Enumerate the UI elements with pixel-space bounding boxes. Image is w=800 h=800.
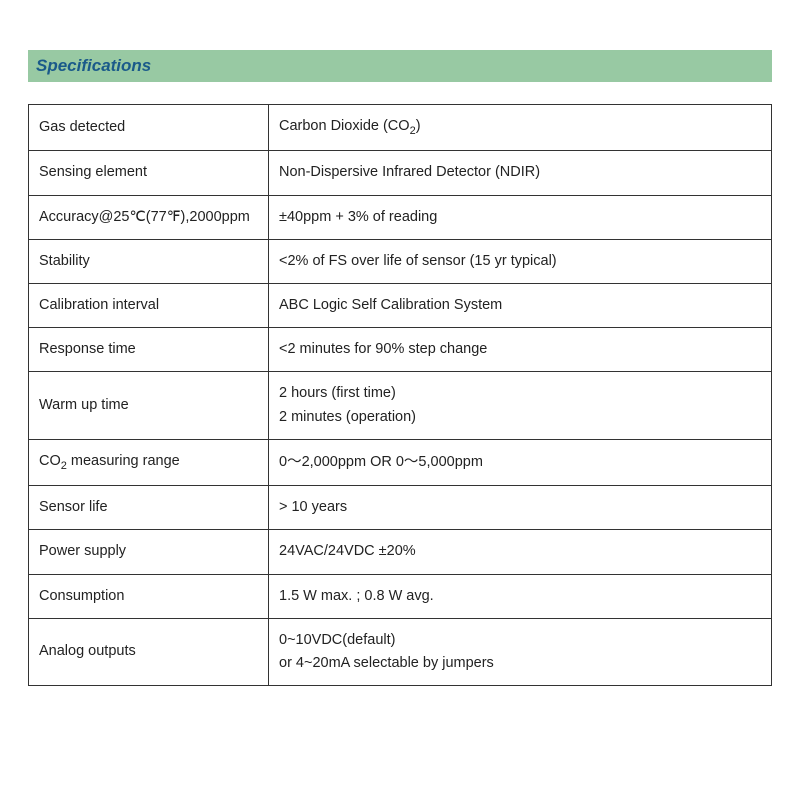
specifications-table: Gas detectedCarbon Dioxide (CO2)Sensing …	[28, 104, 772, 686]
spec-value: 0~10VDC(default)or 4~20mA selectable by …	[269, 618, 772, 685]
table-row: CO2 measuring range0～2,000ppm OR 0～5,000…	[29, 439, 772, 485]
spec-label: Power supply	[29, 530, 269, 574]
table-row: Stability<2% of FS over life of sensor (…	[29, 239, 772, 283]
spec-value: > 10 years	[269, 486, 772, 530]
section-title: Specifications	[36, 56, 151, 76]
table-row: Analog outputs0~10VDC(default)or 4~20mA …	[29, 618, 772, 685]
spec-label: Consumption	[29, 574, 269, 618]
table-row: Response time<2 minutes for 90% step cha…	[29, 328, 772, 372]
table-row: Consumption1.5 W max. ; 0.8 W avg.	[29, 574, 772, 618]
spec-value: Carbon Dioxide (CO2)	[269, 105, 772, 151]
table-row: Accuracy@25℃(77℉),2000ppm±40ppm + 3% of …	[29, 195, 772, 239]
spec-label: Accuracy@25℃(77℉),2000ppm	[29, 195, 269, 239]
spec-label: Warm up time	[29, 372, 269, 439]
spec-value: 0～2,000ppm OR 0～5,000ppm	[269, 439, 772, 485]
table-row: Power supply24VAC/24VDC ±20%	[29, 530, 772, 574]
table-row: Sensor life> 10 years	[29, 486, 772, 530]
spec-value: <2% of FS over life of sensor (15 yr typ…	[269, 239, 772, 283]
section-header: Specifications	[28, 50, 772, 82]
spec-label: Analog outputs	[29, 618, 269, 685]
spec-value: <2 minutes for 90% step change	[269, 328, 772, 372]
table-row: Gas detectedCarbon Dioxide (CO2)	[29, 105, 772, 151]
spec-value: 2 hours (first time)2 minutes (operation…	[269, 372, 772, 439]
spec-value: 24VAC/24VDC ±20%	[269, 530, 772, 574]
spec-label: Response time	[29, 328, 269, 372]
spec-label: Sensing element	[29, 151, 269, 195]
spec-label: Calibration interval	[29, 284, 269, 328]
spec-label: Gas detected	[29, 105, 269, 151]
spec-value: ABC Logic Self Calibration System	[269, 284, 772, 328]
spec-label: CO2 measuring range	[29, 439, 269, 485]
table-row: Calibration intervalABC Logic Self Calib…	[29, 284, 772, 328]
table-row: Warm up time2 hours (first time)2 minute…	[29, 372, 772, 439]
spec-label: Stability	[29, 239, 269, 283]
table-row: Sensing elementNon-Dispersive Infrared D…	[29, 151, 772, 195]
spec-label: Sensor life	[29, 486, 269, 530]
spec-value: Non-Dispersive Infrared Detector (NDIR)	[269, 151, 772, 195]
spec-value: ±40ppm + 3% of reading	[269, 195, 772, 239]
spec-value: 1.5 W max. ; 0.8 W avg.	[269, 574, 772, 618]
